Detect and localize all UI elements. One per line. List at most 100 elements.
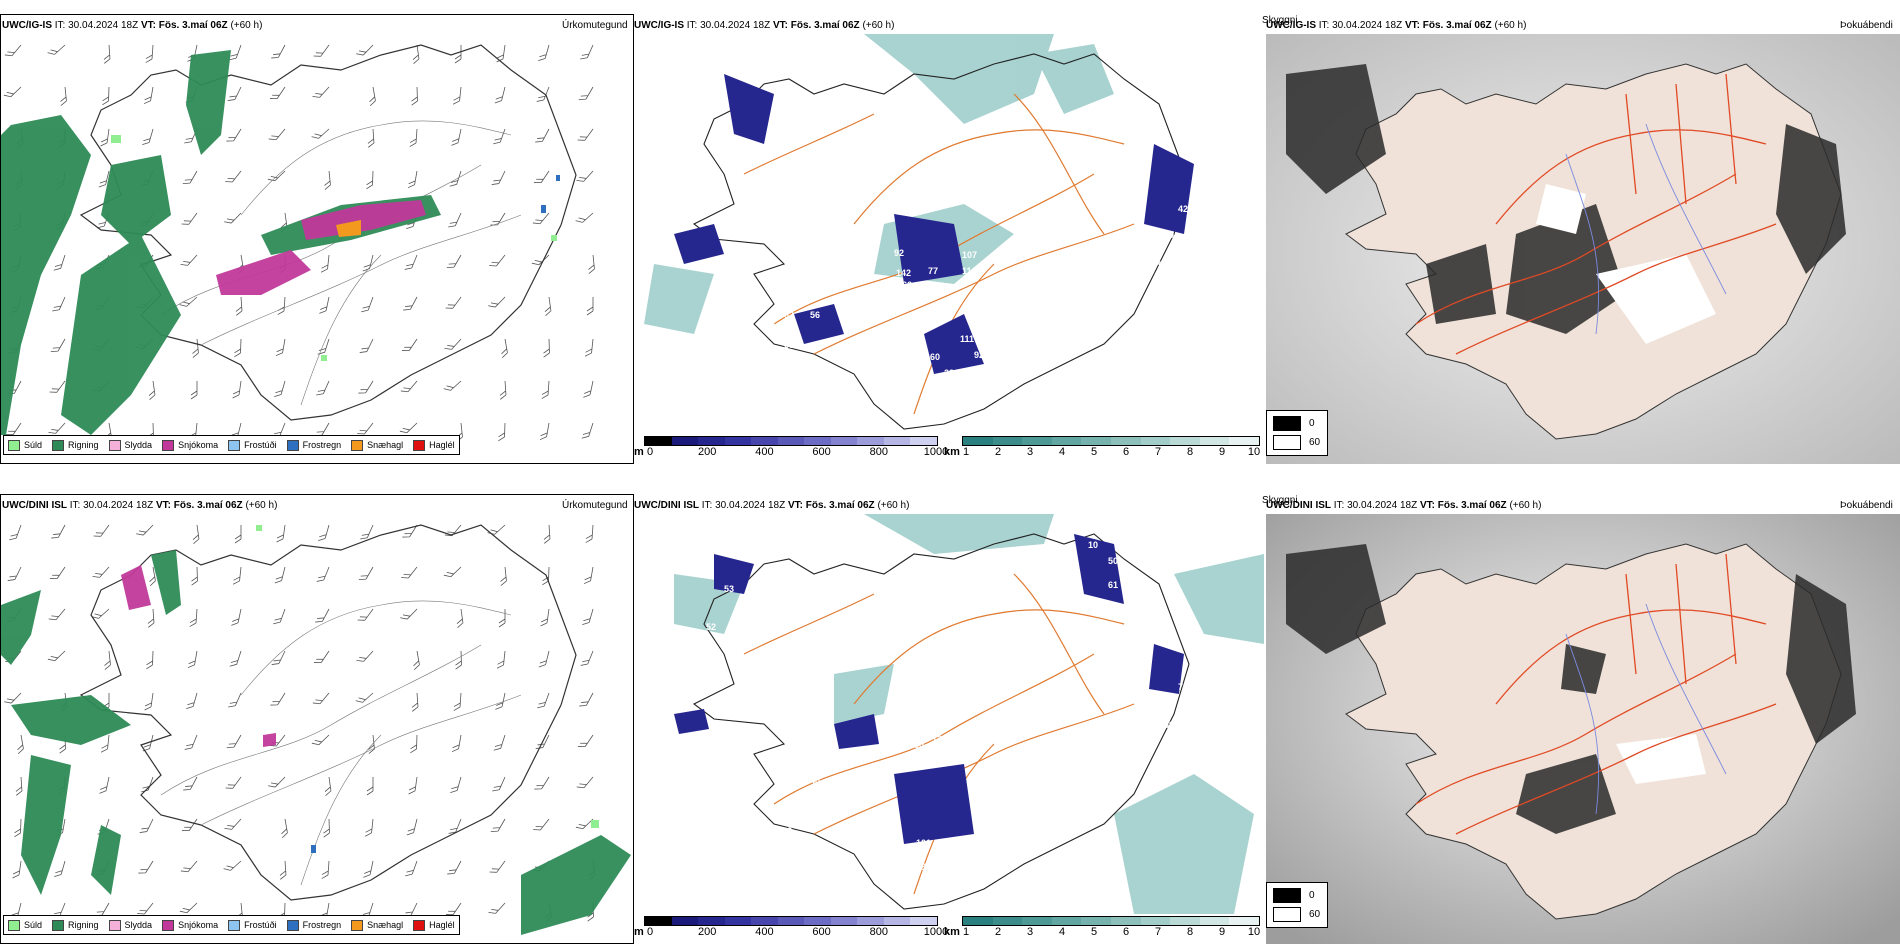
fog-patches-blue	[674, 534, 1184, 844]
wind-barb	[361, 296, 374, 313]
fog-patches-blue	[674, 74, 1194, 374]
wind-barb	[226, 734, 242, 748]
wind-barb	[320, 254, 330, 273]
colorbar-tick: 2	[994, 446, 1002, 458]
fog-map-svg	[1266, 514, 1900, 944]
wind-barb	[489, 860, 506, 873]
wind-barb	[234, 338, 242, 358]
colorbar-segment	[1229, 917, 1259, 925]
wind-barb	[17, 734, 24, 755]
roads	[160, 120, 522, 406]
precip-type-map: Súld Rigning Slydda Snjókoma Frostúði Frostre…	[0, 494, 634, 944]
visibility-label: 133	[746, 586, 762, 596]
visibility-label: 76	[800, 250, 811, 260]
wind-barb	[181, 212, 198, 225]
visibility-label: 43	[762, 664, 773, 674]
wind-barb	[223, 860, 242, 871]
wind-barb	[7, 566, 22, 581]
colorbar-segment	[1199, 437, 1230, 445]
colorbar-km-strip	[962, 916, 1260, 926]
visibility-label: 66	[994, 826, 1005, 836]
wind-barb	[500, 566, 507, 586]
wind-barb	[192, 524, 200, 544]
colorbar-tick: 10	[1247, 446, 1261, 458]
wind-barb	[412, 44, 420, 64]
precip-legend-item: Rigning	[52, 439, 99, 451]
fog-white-fields	[1536, 184, 1716, 344]
visibility-label: 58	[802, 230, 813, 240]
wind-barb	[12, 860, 22, 879]
wind-barb	[15, 776, 23, 796]
precip-legend: Súld Rigning Slydda Snjókoma Frostúði Frostre…	[3, 915, 460, 935]
colorbar-m: m 0 200 400 600 800 1000	[634, 436, 948, 466]
visibility-label: 111	[960, 334, 975, 344]
wind-barb	[538, 650, 550, 668]
visibility-label: 96	[904, 346, 915, 356]
visibility-label: 52	[750, 234, 761, 244]
wind-barb	[584, 338, 594, 357]
wind-barb	[493, 128, 506, 145]
wind-barb	[406, 818, 418, 836]
wind-barb	[499, 380, 507, 400]
visibility-map: 61 61 52 58 11 73 41 52 58 76 68 92 142 66 77 107 116 51 5…	[634, 34, 1264, 434]
wind-barb	[9, 524, 22, 541]
colorbar-segment	[883, 917, 911, 925]
visibility-label: 58	[742, 154, 753, 164]
precip-freezing-fields	[311, 845, 316, 853]
wind-barb	[544, 296, 552, 316]
wind-barb	[498, 422, 506, 442]
colorbar-tick: 10	[1247, 926, 1261, 938]
colorbar-m-strip	[644, 916, 938, 926]
colorbar-segment	[1022, 437, 1052, 445]
wind-barb	[575, 818, 594, 830]
colorbar-tick: 600	[812, 446, 831, 458]
wind-barb	[493, 734, 506, 751]
wind-barb	[581, 422, 594, 439]
wind-barb	[47, 650, 66, 662]
wind-barb	[224, 212, 242, 224]
visibility-label: 59	[1164, 720, 1175, 730]
wind-barb	[3, 86, 22, 98]
wind-barb	[399, 422, 418, 434]
wind-barb	[400, 608, 418, 620]
colorbar-segment	[963, 917, 993, 925]
fog-legend-row-0: 0	[1273, 888, 1315, 903]
wind-barb	[404, 254, 418, 270]
precip-legend-label: Snæhagl	[367, 440, 404, 450]
colorbar-tick: 6	[1122, 926, 1130, 938]
colorbar-segment	[883, 437, 911, 445]
precip-legend-label: Frostúði	[244, 440, 277, 450]
colorbar-tick: 200	[698, 446, 717, 458]
wind-barb	[274, 566, 286, 584]
fog-header: UWC/DINI ISL IT: 30.04.2024 18Z VT: Fös.…	[1266, 500, 1542, 511]
wind-barb	[93, 524, 110, 537]
wind-barb	[228, 692, 242, 708]
wind-barb	[14, 818, 22, 838]
wind-barb	[102, 86, 110, 106]
colorbar-segment	[963, 437, 993, 445]
colorbar-km-strip	[962, 436, 1260, 446]
wind-barb	[268, 128, 286, 141]
wind-barb	[363, 860, 374, 878]
wind-barb	[146, 650, 154, 670]
wind-barb	[448, 818, 462, 834]
precip-legend-item: Haglél	[413, 439, 455, 451]
wind-barb	[541, 380, 550, 399]
wind-barb	[231, 608, 242, 626]
wind-barb	[279, 860, 287, 880]
wind-barb	[542, 566, 550, 586]
colorbar-km: km 1 2 3 4 5 6 7 8 9 10	[944, 916, 1264, 946]
fog-map-svg	[1266, 34, 1900, 464]
colorbar-m: m 0 200 400 600 800 1000	[634, 916, 948, 946]
wind-barb	[487, 524, 506, 535]
wind-barb	[104, 650, 111, 670]
precip-legend: Súld Rigning Slydda Snjókoma Frostúði Frostre…	[3, 435, 460, 455]
visibility-label: 52	[706, 622, 717, 632]
wind-barb	[311, 128, 330, 139]
wind-barb	[454, 45, 462, 64]
wind-barb	[445, 296, 462, 309]
colorbar-segment	[1110, 917, 1141, 925]
precip-legend-swatch	[52, 439, 65, 451]
precip-snow-fields	[121, 565, 276, 747]
visibility-label: 42	[1178, 204, 1189, 214]
